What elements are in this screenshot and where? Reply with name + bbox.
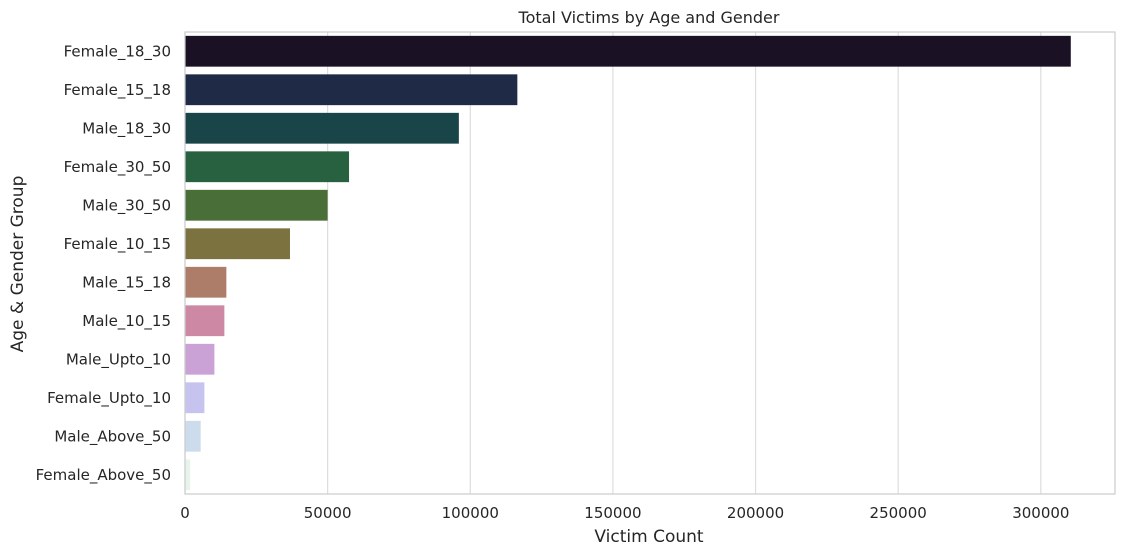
plot-frame xyxy=(184,31,1116,495)
bar-female-upto-10 xyxy=(185,382,205,414)
y-tick-label: Female_Above_50 xyxy=(36,466,171,485)
x-axis-label: Victim Count xyxy=(594,527,703,547)
bar-female-above-50 xyxy=(185,459,191,491)
x-tick-label: 250000 xyxy=(870,504,927,522)
x-tick-label: 50000 xyxy=(304,504,352,522)
x-tick-label: 300000 xyxy=(1012,504,1069,522)
bar-male-15-18 xyxy=(185,266,227,298)
x-tick-label: 0 xyxy=(180,504,190,522)
bar-male-upto-10 xyxy=(185,343,215,375)
x-tick-label: 200000 xyxy=(727,504,784,522)
x-tick-label: 150000 xyxy=(584,504,641,522)
y-tick-label: Male_Upto_10 xyxy=(66,350,171,369)
y-axis-label: Age & Gender Group xyxy=(8,176,28,353)
y-tick-label: Male_Above_50 xyxy=(54,427,171,446)
y-tick-label: Male_10_15 xyxy=(82,312,171,331)
y-tick-label: Female_30_50 xyxy=(64,158,171,177)
bar-female-10-15 xyxy=(185,228,290,260)
y-tick-label: Male_30_50 xyxy=(82,196,171,215)
y-tick-labels: Female_18_30 Female_15_18 Male_18_30 Female… xyxy=(36,42,171,485)
bar-male-10-15 xyxy=(185,305,225,337)
bars xyxy=(185,35,1071,491)
bar-male-above-50 xyxy=(185,420,201,452)
bar-female-18-30 xyxy=(185,35,1071,67)
y-tick-label: Female_Upto_10 xyxy=(47,389,171,408)
y-tick-label: Male_15_18 xyxy=(82,273,171,292)
chart-title: Total Victims by Age and Gender xyxy=(518,8,780,27)
y-tick-label: Male_18_30 xyxy=(82,119,171,138)
bar-female-15-18 xyxy=(185,74,518,106)
grid-lines xyxy=(184,32,1042,494)
bar-male-30-50 xyxy=(185,189,328,221)
bar-female-30-50 xyxy=(185,151,350,183)
y-tick-label: Female_15_18 xyxy=(64,81,171,100)
y-tick-label: Female_18_30 xyxy=(64,42,171,61)
x-tick-label: 100000 xyxy=(442,504,499,522)
y-tick-label: Female_10_15 xyxy=(64,235,171,254)
x-tick-labels: 0 50000 100000 150000 200000 250000 300000 xyxy=(180,504,1069,522)
bar-male-18-30 xyxy=(185,112,459,144)
